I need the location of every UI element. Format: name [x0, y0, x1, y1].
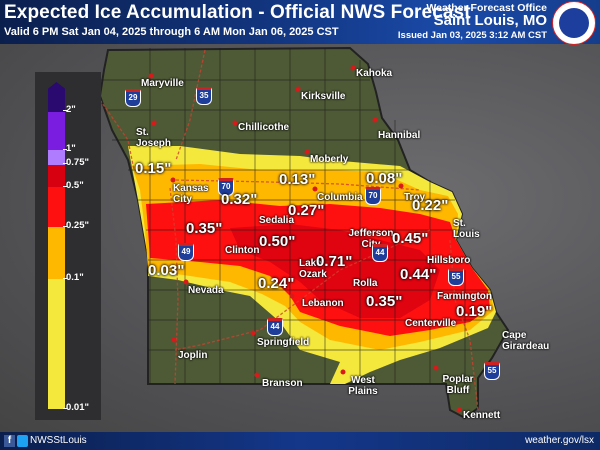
interstate-shield-icon: 44: [267, 318, 283, 336]
ice-value-label: 0.50": [259, 233, 296, 250]
legend-tick: 1": [63, 143, 76, 154]
city-label: Branson: [262, 378, 303, 389]
legend-bin-0.01-0.1: [48, 279, 65, 409]
ice-value-label: 0.45": [392, 230, 429, 247]
interstate-shield-icon: 55: [448, 268, 464, 286]
ice-value-label: 0.35": [186, 220, 223, 237]
city-label: Lebanon: [302, 298, 344, 309]
city-label: Kahoka: [356, 68, 393, 79]
ice-value-label: 0.08": [366, 170, 403, 187]
city-label: Joplin: [178, 350, 208, 361]
legend-bin-2plus: [48, 82, 65, 112]
interstate-shield-icon: 70: [365, 187, 381, 205]
interstate-shield-icon: 70: [218, 178, 234, 196]
city-label: Rolla: [353, 278, 378, 289]
social-handle[interactable]: NWSStLouis: [30, 435, 87, 446]
city-label: Springfield: [257, 337, 310, 348]
ice-value-label: 0.24": [258, 275, 295, 292]
ice-value-label: 0.35": [366, 293, 403, 310]
legend-tick: 0.01": [63, 402, 89, 413]
city-label: St. Joseph: [136, 127, 172, 149]
nws-logo-icon: [552, 1, 596, 45]
issued-time: Issued Jan 03, 2025 3:12 AM CST: [397, 30, 547, 41]
ice-value-label: 0.32": [221, 191, 258, 208]
facebook-icon[interactable]: f: [4, 435, 15, 447]
legend-tick: 0.1": [63, 272, 84, 283]
website-link[interactable]: weather.gov/lsx: [525, 435, 594, 446]
legend-tick: 2": [63, 104, 76, 115]
valid-period: Valid 6 PM Sat Jan 04, 2025 through 6 AM…: [4, 26, 339, 38]
city-label: Hannibal: [378, 130, 421, 141]
city-label: Poplar Bluff: [442, 374, 474, 396]
legend-bin-0.75-1: [48, 150, 65, 165]
legend-bin-0.25-0.5: [48, 187, 65, 227]
city-label: Lake Ozark: [299, 258, 327, 280]
city-label: Nevada: [188, 285, 224, 296]
legend-tick: 0.25": [63, 220, 89, 231]
footer-bar: f NWSStLouis weather.gov/lsx: [0, 432, 600, 450]
legend-bin-1-2: [48, 112, 65, 150]
city-label: St. Louis: [453, 218, 480, 240]
legend-tick: 0.75": [63, 157, 89, 168]
ice-value-label: 0.13": [279, 171, 316, 188]
ice-value-label: 0.15": [135, 160, 172, 177]
office-label: Weather Forecast Office: [426, 2, 547, 14]
city-label: Kirksville: [301, 91, 346, 102]
city-label: Centerville: [405, 318, 457, 329]
interstate-shield-icon: 44: [372, 244, 388, 262]
city-label: Chillicothe: [238, 122, 290, 133]
city-label: Sedalia: [259, 215, 295, 226]
interstate-shield-icon: 55: [484, 362, 500, 380]
legend-tick: 0.5": [63, 180, 84, 191]
ice-value-label: 0.19": [456, 303, 493, 320]
city-label: Kansas City: [173, 183, 209, 205]
city-label: Jefferson City: [348, 228, 394, 250]
city-label: Columbia: [317, 192, 363, 203]
city-label: Hillsboro: [427, 255, 471, 266]
page-title: Expected Ice Accumulation - Official NWS…: [4, 2, 471, 23]
legend-bin-0.1-0.25: [48, 227, 65, 279]
legend-bin-0.5-0.75: [48, 165, 65, 187]
city-label: Clinton: [225, 245, 260, 256]
ice-value-label: 0.44": [400, 266, 437, 283]
color-legend: Storm Total Ice Accumulation (in) 2" 1" …: [35, 72, 101, 420]
ice-value-label: 0.27": [288, 202, 325, 219]
city-label: Troy: [404, 192, 426, 203]
interstate-shield-icon: 29: [125, 89, 141, 107]
city-label: Farmington: [437, 291, 492, 302]
ice-value-label: 0.71": [316, 253, 353, 270]
city-label: Cape Girardeau: [502, 330, 550, 352]
interstate-shield-icon: 35: [196, 87, 212, 105]
city-label: Kennett: [463, 410, 501, 421]
office-city: Saint Louis, MO: [433, 12, 547, 29]
twitter-icon[interactable]: [17, 435, 28, 447]
header-bar: Expected Ice Accumulation - Official NWS…: [0, 0, 600, 45]
interstate-shield-icon: 49: [178, 243, 194, 261]
social-icons: f: [4, 435, 28, 447]
ice-value-label: 0.03": [148, 262, 185, 279]
city-label: Moberly: [310, 154, 349, 165]
city-label: Maryville: [141, 78, 184, 89]
city-label: West Plains: [348, 375, 378, 397]
ice-value-label: 0.22": [412, 197, 449, 214]
